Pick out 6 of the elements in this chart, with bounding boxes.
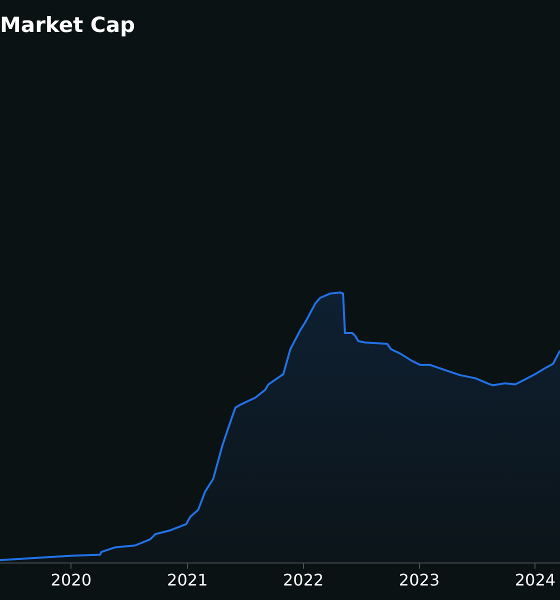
x-tick-label: 2021	[167, 570, 208, 590]
chart-title: Market Cap	[0, 13, 136, 38]
x-tick-label: 2024	[514, 570, 556, 590]
x-tick-label: 2023	[398, 570, 440, 590]
x-tick-label: 2020	[50, 570, 92, 590]
x-tick-label: 2022	[282, 570, 324, 590]
